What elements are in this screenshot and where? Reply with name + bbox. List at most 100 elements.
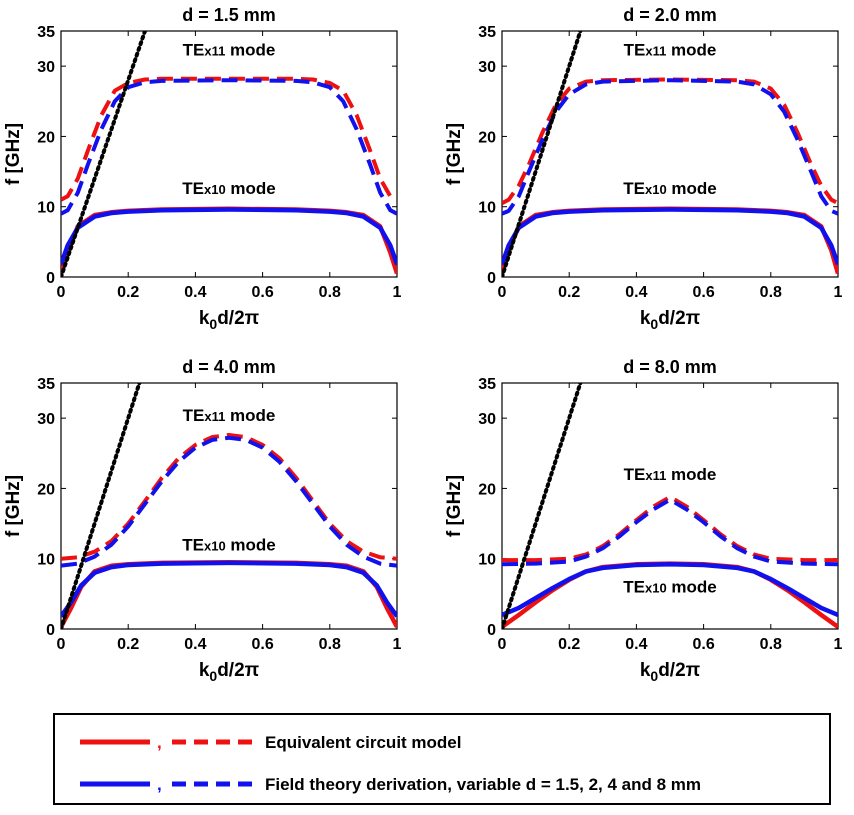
series-te11-field-theory: [502, 497, 838, 567]
x-tick-label: 0.6: [251, 284, 273, 301]
label-te10-mode-mode: mode: [667, 577, 717, 596]
label-te10-mode: TEx10 mode: [623, 577, 717, 596]
label-te10-mode: TEx10 mode: [623, 179, 717, 198]
y-tick-label: 10: [478, 200, 496, 217]
label-te10-mode-sub: x10: [204, 182, 226, 197]
label-te11-mode-mode: mode: [225, 41, 275, 60]
x-tick-label: 0.2: [558, 636, 580, 653]
light-line: [61, 383, 142, 629]
x-axis-label: k0d/2π: [640, 660, 701, 684]
axes-frame: [501, 382, 839, 630]
y-tick-label: 35: [37, 376, 55, 393]
y-tick-label: 30: [478, 411, 496, 428]
y-tick-label: 0: [46, 270, 55, 287]
x-tick-label: 0.4: [625, 284, 647, 301]
chart-title: d = 4.0 mm: [182, 357, 276, 377]
y-tick-label: 30: [37, 411, 55, 428]
y-tick-label: 20: [37, 481, 55, 498]
chart-title: d = 2.0 mm: [623, 5, 717, 25]
label-te10-mode: TEx10 mode: [182, 535, 276, 554]
label-te11-mode-sub: x11: [204, 44, 225, 59]
label-te11-mode-sub: x11: [645, 44, 666, 59]
label-te10-mode: TEx10 mode: [182, 179, 276, 198]
series-te11-circuit: [61, 433, 397, 561]
series-te10-circuit: [61, 559, 397, 628]
label-te10-mode-te: TE: [623, 179, 645, 198]
x-tick-label: 0.4: [184, 636, 206, 653]
x-axis-label-sub: 0: [650, 316, 658, 332]
series-te10-field-theory: [502, 207, 838, 266]
label-te11-mode-sub: x11: [645, 468, 666, 483]
label-te10-mode-sub: x10: [204, 538, 226, 553]
label-te10-mode-te: TE: [182, 179, 204, 198]
label-te11-mode-te: TE: [624, 41, 646, 60]
y-tick-label: 0: [46, 622, 55, 639]
label-te11-mode-te: TE: [183, 406, 205, 425]
label-te10-mode-mode: mode: [226, 535, 276, 554]
label-te10-mode-sub: x10: [645, 182, 667, 197]
series-te11-circuit: [502, 77, 838, 205]
series-te10-circuit: [61, 206, 397, 275]
x-tick-label: 0.2: [117, 636, 139, 653]
x-tick-label: 0.6: [692, 636, 714, 653]
x-tick-label: 0: [498, 636, 507, 653]
series-te11-field-theory: [61, 78, 397, 216]
series-te10-field-theory: [502, 562, 838, 617]
x-tick-label: 0.2: [117, 284, 139, 301]
label-te11-mode: TEx11 mode: [624, 465, 717, 484]
legend: , Equivalent circuit model , Field theor…: [53, 713, 831, 805]
y-tick-label: 10: [37, 552, 55, 569]
x-axis-label-rest: d/2π: [217, 660, 259, 681]
y-axis-label: f [GHz]: [444, 123, 465, 185]
label-te10-mode-sub: x10: [645, 580, 667, 595]
x-tick-label: 1: [393, 636, 402, 653]
label-te10-mode-te: TE: [182, 535, 204, 554]
series-te11-field-theory: [502, 78, 838, 216]
label-te11-mode-mode: mode: [225, 406, 275, 425]
x-axis-label: k0d/2π: [199, 308, 260, 332]
axes-frame: [501, 30, 839, 278]
x-axis-label: k0d/2π: [640, 308, 701, 332]
y-tick-label: 20: [37, 129, 55, 146]
x-axis-label-rest: d/2π: [217, 308, 259, 329]
x-axis-label-k: k: [199, 308, 210, 329]
panel-3: d = 4.0 mm0 0.2 0.4 0.6 0.8 1010203035k0d/2πf…: [3, 357, 402, 684]
x-axis-label-k: k: [640, 308, 651, 329]
series-te11-field-theory: [61, 435, 397, 568]
y-tick-label: 35: [478, 24, 496, 41]
label-te10-mode-mode: mode: [226, 179, 276, 198]
y-axis-label: f [GHz]: [3, 123, 24, 185]
series-te10-field-theory: [61, 560, 397, 618]
y-tick-label: 20: [478, 481, 496, 498]
light-line: [502, 31, 583, 277]
panel-2: d = 2.0 mm0 0.2 0.4 0.6 0.8 1010203035k0d/2πf…: [444, 5, 843, 332]
label-te11-mode: TEx11 mode: [183, 41, 276, 60]
label-te11-mode-mode: mode: [666, 465, 716, 484]
x-tick-label: 0: [498, 284, 507, 301]
x-tick-label: 0.8: [319, 636, 341, 653]
x-tick-label: 0: [57, 636, 66, 653]
x-tick-label: 0.4: [625, 636, 647, 653]
x-tick-label: 1: [834, 636, 843, 653]
x-tick-label: 0.8: [319, 284, 341, 301]
legend-entry-field-theory: Field theory derivation, variable d = 1.…: [265, 775, 701, 794]
x-axis-label-rest: d/2π: [658, 308, 700, 329]
y-tick-label: 10: [478, 552, 496, 569]
y-tick-label: 30: [37, 59, 55, 76]
y-tick-label: 35: [478, 376, 496, 393]
x-tick-label: 0.6: [251, 636, 273, 653]
chart-title: d = 1.5 mm: [182, 5, 276, 25]
axes-frame: [60, 382, 398, 630]
x-tick-label: 0.8: [760, 636, 782, 653]
legend-box: [53, 713, 831, 805]
y-tick-label: 35: [37, 24, 55, 41]
series-te10-field-theory: [61, 207, 397, 266]
plot-area: [61, 31, 397, 277]
legend-comma-1: ,: [157, 733, 162, 752]
axes-frame: [60, 30, 398, 278]
x-axis-label-sub: 0: [650, 668, 658, 684]
series-te11-circuit: [502, 494, 838, 563]
series-te10-circuit: [502, 206, 838, 275]
plot-area: [502, 31, 838, 277]
y-tick-label: 0: [487, 270, 496, 287]
